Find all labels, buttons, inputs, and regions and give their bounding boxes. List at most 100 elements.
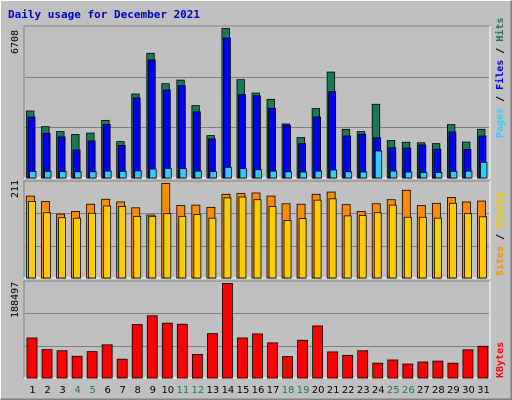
day-label: 27 [417, 385, 430, 396]
visits-bar [103, 205, 112, 279]
sites-legend: Sites / Visits [494, 192, 506, 276]
kbytes-bar [101, 344, 113, 379]
legend-hits: Hits [494, 18, 506, 42]
sites-frame-dark [23, 180, 490, 278]
hits-frame-dark [23, 25, 490, 178]
files-bar [223, 37, 231, 179]
visits-bar [223, 197, 232, 279]
visits-bar [118, 206, 127, 279]
visits-bar [163, 213, 172, 279]
kbytes-bar [71, 355, 83, 379]
pages-bar [149, 168, 157, 179]
kbytes-bar [447, 362, 459, 379]
kbytes-bar [237, 337, 248, 379]
legend-sep-2: / [495, 42, 506, 60]
visits-bar [28, 201, 36, 279]
day-label: 3 [59, 385, 65, 396]
pages-bar [389, 170, 398, 179]
files-bar [283, 124, 291, 179]
day-label: 13 [207, 385, 220, 396]
kbytes-bar [206, 333, 218, 379]
kbytes-bar [267, 342, 278, 379]
kbytes-bar [222, 283, 233, 379]
pages-bar [344, 171, 353, 179]
pages-bar [194, 170, 202, 179]
day-label: 11 [176, 385, 189, 396]
visits-bar [58, 217, 66, 279]
kbytes-bar [327, 351, 339, 379]
kbytes-bar [402, 363, 414, 379]
visits-bar [464, 213, 472, 279]
pages-bar [179, 168, 187, 179]
day-label: 20 [312, 385, 325, 396]
files-bar [313, 116, 322, 179]
day-label: 19 [297, 385, 310, 396]
pages-bar [29, 170, 37, 179]
pages-bar [284, 171, 292, 179]
pages-bar [374, 150, 383, 179]
visits-bar [313, 199, 322, 279]
sites-ymax-label: 211 [10, 180, 21, 198]
day-label: 18 [282, 385, 295, 396]
visits-bar [208, 217, 217, 279]
files-bar [253, 95, 261, 179]
pages-bar [164, 168, 172, 179]
files-bar [238, 94, 246, 179]
files-bar [177, 85, 186, 179]
sites-panel [23, 180, 491, 279]
files-bar [268, 107, 276, 179]
day-label: 5 [89, 385, 95, 396]
kbytes-bar [116, 358, 128, 379]
day-label: 29 [447, 385, 460, 396]
day-label: 9 [150, 385, 156, 396]
day-label: 14 [222, 385, 235, 396]
visits-bar [283, 220, 292, 279]
pages-bar [104, 170, 112, 179]
pages-bar [299, 171, 307, 179]
visits-bar [268, 206, 277, 279]
visits-bar [403, 216, 412, 279]
kbytes-ymax-label: 188497 [10, 282, 21, 318]
legend-sep-3: / [495, 228, 506, 246]
visits-bar [193, 214, 202, 279]
kbytes-bar [297, 339, 308, 379]
visits-bar [388, 204, 397, 279]
pages-bar [450, 170, 458, 179]
day-label: 17 [267, 385, 280, 396]
pages-bar [404, 171, 413, 179]
files-bar [27, 116, 36, 179]
files-bar [192, 111, 201, 179]
chart-title: Daily usage for December 2021 [8, 8, 200, 21]
kbytes-bar [131, 324, 143, 379]
visits-bar [449, 202, 457, 279]
kbytes-bar [282, 356, 293, 379]
pages-bar [314, 170, 323, 179]
day-label: 23 [357, 385, 370, 396]
visits-bar [148, 215, 157, 279]
visits-bar [343, 215, 352, 279]
day-label: 1 [29, 385, 35, 396]
day-label: 30 [462, 385, 475, 396]
visits-bar [88, 212, 97, 279]
legend-sep-1: / [495, 90, 506, 108]
pages-bar [269, 170, 277, 179]
legend-kbytes: KBytes [495, 342, 506, 378]
visits-bar [43, 212, 51, 279]
files-bar [328, 91, 337, 179]
kbytes-bar [462, 349, 474, 379]
kbytes-bar [357, 350, 369, 379]
visits-bar [433, 217, 442, 279]
day-label: 4 [74, 385, 80, 396]
files-bar [102, 123, 111, 179]
visits-bar [238, 196, 247, 279]
kbytes-bar [191, 354, 203, 379]
pages-bar [74, 171, 82, 179]
visits-bar [133, 215, 142, 279]
kbytes-bar [342, 354, 354, 379]
kbytes-panel [23, 280, 491, 379]
kbytes-bar [86, 351, 98, 379]
day-labels: 1 2 3 4 5 6 7 8 9 10 11 12 13 14 15 16 17 18 19 20 21 22 23 24 2… [29, 385, 490, 396]
day-label: 2 [44, 385, 50, 396]
pages-bar [480, 161, 488, 179]
